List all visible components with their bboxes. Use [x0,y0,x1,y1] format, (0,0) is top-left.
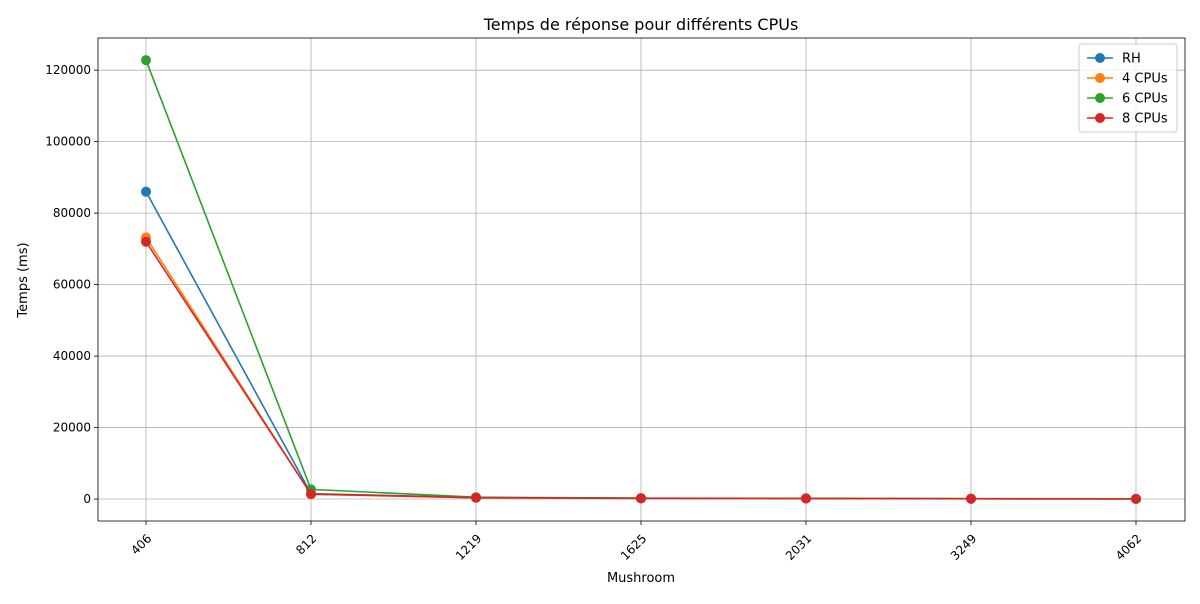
y-axis-label: Temps (ms) [16,242,31,318]
y-tick-label: 80000 [53,206,91,220]
legend-box [1078,43,1178,133]
y-tick-label: 20000 [53,421,91,435]
data-point [141,186,151,197]
data-point [1131,493,1141,504]
legend-marker [1095,73,1105,83]
x-tick-label: 3249 [948,531,979,562]
chart-title: Temps de réponse pour différents CPUs [483,15,799,34]
x-axis-ticks: 406 812 1219 1625 2031 3249 4062 [128,521,1144,563]
y-tick-label: 0 [83,492,91,506]
plot-frame [97,37,1186,522]
legend-label: 8 CPUs [1122,112,1168,127]
y-tick-label: 120000 [45,63,91,77]
data-point [306,489,316,500]
data-point [471,492,481,503]
legend-label: RH [1122,52,1141,67]
y-axis-ticks: 0 20000 40000 60000 80000 100000 120000 [45,63,98,506]
y-tick-label: 60000 [53,278,91,292]
series-layer [141,55,1141,504]
x-axis-label: Mushroom [607,571,675,586]
x-tick-label: 2031 [783,531,814,562]
legend-marker [1095,53,1105,63]
legend-label: 4 CPUs [1122,72,1168,87]
grid [98,38,1185,521]
data-point [801,493,811,504]
x-tick-label: 1219 [453,531,484,562]
y-tick-label: 40000 [53,349,91,363]
legend-marker [1095,113,1105,123]
x-tick-label: 4062 [1113,531,1144,562]
x-tick-label: 812 [293,531,319,557]
legend-marker [1095,93,1105,103]
data-point [636,493,646,504]
data-point [141,236,151,247]
data-point [966,493,976,504]
x-tick-label: 406 [128,531,154,557]
legend-label: 6 CPUs [1122,92,1168,107]
legend: RH 4 CPUs 6 CPUs 8 CPUs [1078,43,1178,133]
x-tick-label: 1625 [618,531,649,562]
series-8-cpus [141,236,1141,504]
data-point [141,55,151,66]
y-tick-label: 100000 [45,135,91,149]
